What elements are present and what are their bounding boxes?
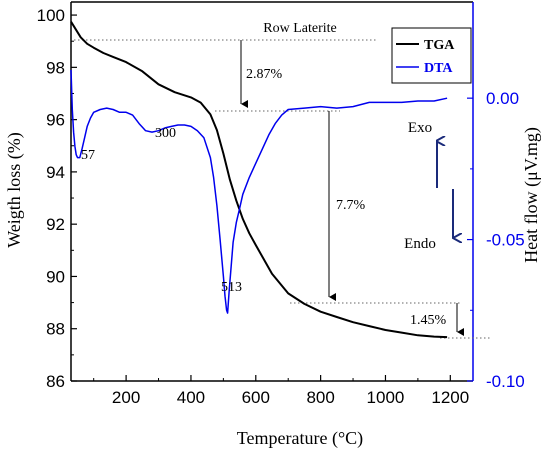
plot-frame: [70, 1, 474, 382]
left-tick-label: 100: [37, 6, 65, 25]
left-tick-label: 94: [46, 163, 65, 182]
legend-label-dta: DTA: [424, 61, 453, 76]
peak-57-label: 57: [81, 148, 95, 163]
bottom-tick-label: 600: [242, 388, 270, 407]
series-line-tga: [70, 21, 448, 339]
bottom-tick-label: 800: [306, 388, 334, 407]
peak-513-label: 513: [221, 280, 242, 295]
right-axis-ticks: -0.10 -0.05 0.00: [467, 89, 525, 391]
series-layer: [70, 21, 448, 339]
x-axis-title: Temperature (°C): [237, 428, 363, 449]
left-tick-label: 88: [46, 320, 65, 339]
left-tick-label: 92: [46, 215, 65, 234]
legend: TGA DTA: [391, 27, 472, 84]
series-line-dta: [70, 69, 448, 314]
reference-lines: [74, 39, 492, 339]
bottom-tick-label: 1000: [367, 388, 405, 407]
bottom-tick-label: 200: [112, 388, 140, 407]
right-tick-label: -0.10: [486, 372, 525, 391]
right-tick-label: 0.00: [486, 89, 519, 108]
bottom-tick-label: 400: [177, 388, 205, 407]
bottom-axis-ticks: 200 400 600 800 1000 1200: [93, 375, 469, 407]
mass-loss-arrows: [240, 40, 464, 336]
left-tick-label: 90: [46, 267, 65, 286]
legend-box: [391, 27, 472, 84]
left-axis-title: Weigth loss (%): [4, 132, 25, 248]
bottom-tick-label: 1200: [431, 388, 469, 407]
exo-label: Exo: [408, 120, 432, 136]
right-tick-label: -0.05: [486, 231, 525, 250]
loss-3-label: 1.45%: [410, 313, 447, 328]
left-tick-label: 86: [46, 372, 65, 391]
loss-2-label: 7.7%: [336, 198, 366, 213]
sample-name-label: Row Laterite: [263, 21, 336, 36]
left-axis-ticks: 86 88 90 92 94 96 98 100: [37, 6, 77, 391]
loss-1-label: 2.87%: [246, 67, 283, 82]
left-tick-label: 96: [46, 111, 65, 130]
left-tick-label: 98: [46, 58, 65, 77]
right-axis-title: Heat flow (μV.mg): [521, 127, 542, 263]
peak-300-label: 300: [155, 126, 176, 141]
legend-label-tga: TGA: [424, 38, 455, 53]
endo-label: Endo: [404, 236, 436, 252]
